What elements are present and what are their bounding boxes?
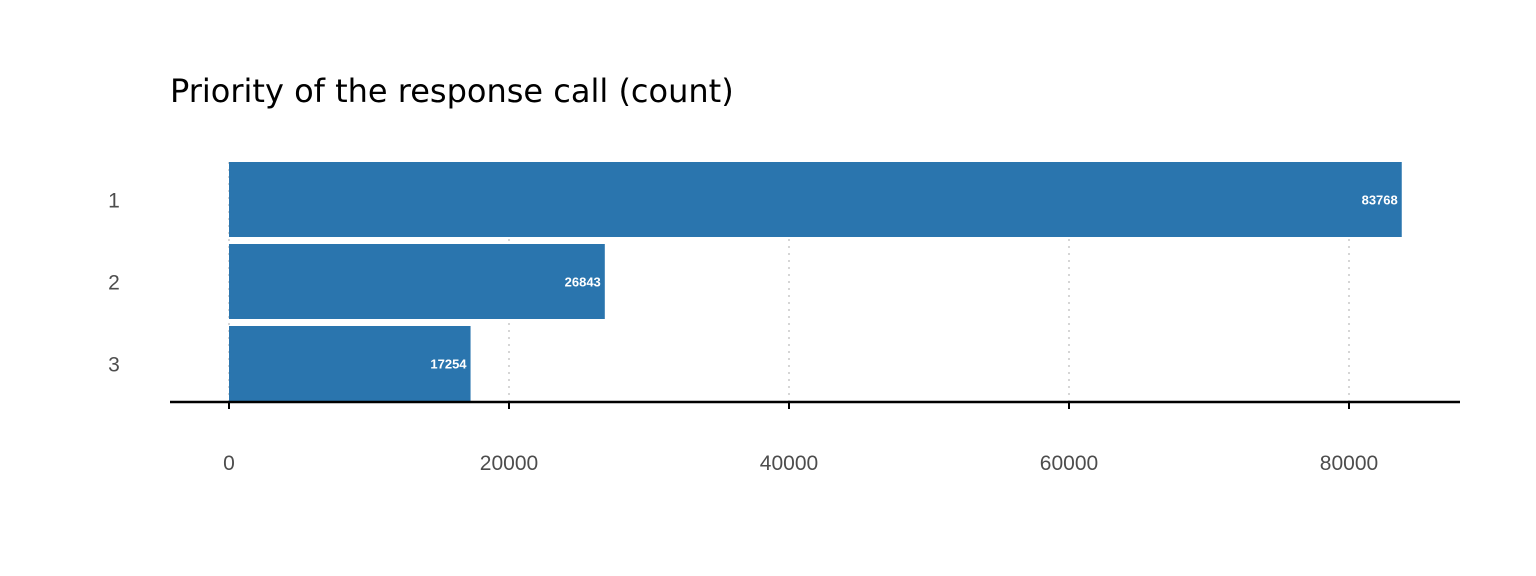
category-labels: 1 2 3: [108, 190, 120, 377]
data-label-3: 17254: [430, 357, 467, 372]
x-tick-label-4: 80000: [1320, 452, 1378, 475]
category-label-3: 3: [108, 354, 120, 377]
x-tick-label-3: 60000: [1040, 452, 1098, 475]
bar-1: [229, 162, 1402, 237]
bar-3: [229, 326, 471, 401]
x-tick-label-1: 20000: [480, 452, 538, 475]
x-tick-label-2: 40000: [760, 452, 818, 475]
bar-2: [229, 244, 605, 319]
x-axis: 0 20000 40000 60000 80000: [170, 400, 1460, 475]
data-label-2: 26843: [565, 275, 601, 290]
x-tick-label-0: 0: [223, 452, 235, 475]
category-label-2: 2: [108, 272, 120, 295]
data-labels: 83768 26843 17254: [430, 193, 1397, 372]
category-label-1: 1: [108, 190, 120, 213]
bars: [229, 162, 1402, 401]
chart-title: Priority of the response call (count): [170, 72, 734, 110]
data-label-1: 83768: [1362, 193, 1398, 208]
